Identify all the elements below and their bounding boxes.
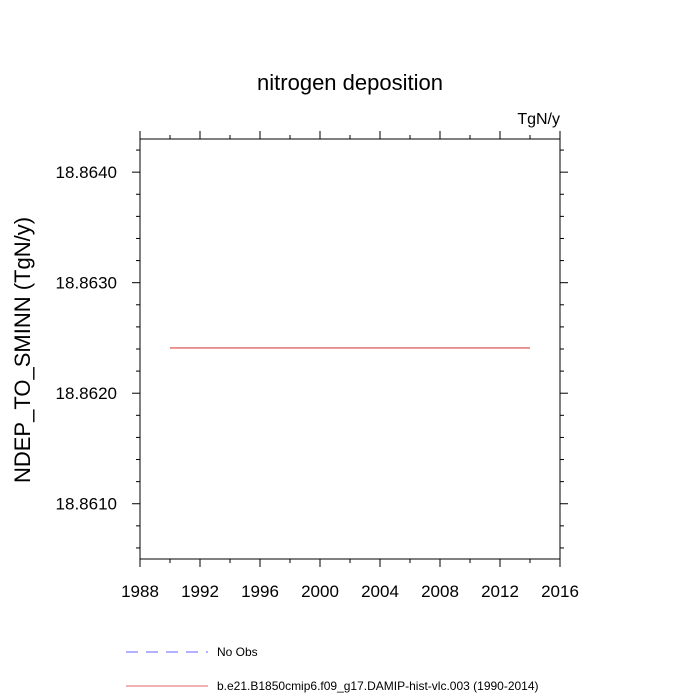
y-tick-label: 18.8630 <box>56 274 117 293</box>
x-tick-label: 2004 <box>361 582 399 601</box>
legend-label: b.e21.B1850cmip6.f09_g17.DAMIP-hist-vlc.… <box>217 679 539 693</box>
units-label: TgN/y <box>517 111 560 128</box>
plot-frame <box>139 138 561 560</box>
y-axis-label: NDEP_TO_SMINN (TgN/y) <box>10 217 35 483</box>
y-tick-label: 18.8640 <box>56 163 117 182</box>
chart-title: nitrogen deposition <box>257 70 443 95</box>
legend-label: No Obs <box>217 645 258 659</box>
x-tick-label: 1988 <box>121 582 159 601</box>
x-tick-label: 1996 <box>241 582 279 601</box>
y-tick-label: 18.8610 <box>56 495 117 514</box>
x-tick-label: 2012 <box>481 582 519 601</box>
legend: No Obs b.e21.B1850cmip6.f09_g17.DAMIP-his… <box>126 645 539 693</box>
x-tick-label: 2008 <box>421 582 459 601</box>
x-tick-label: 2016 <box>541 582 579 601</box>
y-tick-label: 18.8620 <box>56 384 117 403</box>
x-tick-label: 1992 <box>181 582 219 601</box>
x-axis: 1988 1992 1996 2000 2004 2008 2012 2016 <box>121 131 579 601</box>
x-tick-label: 2000 <box>301 582 339 601</box>
y-axis: 18.8610 18.8620 18.8630 18.8640 <box>56 149 568 549</box>
